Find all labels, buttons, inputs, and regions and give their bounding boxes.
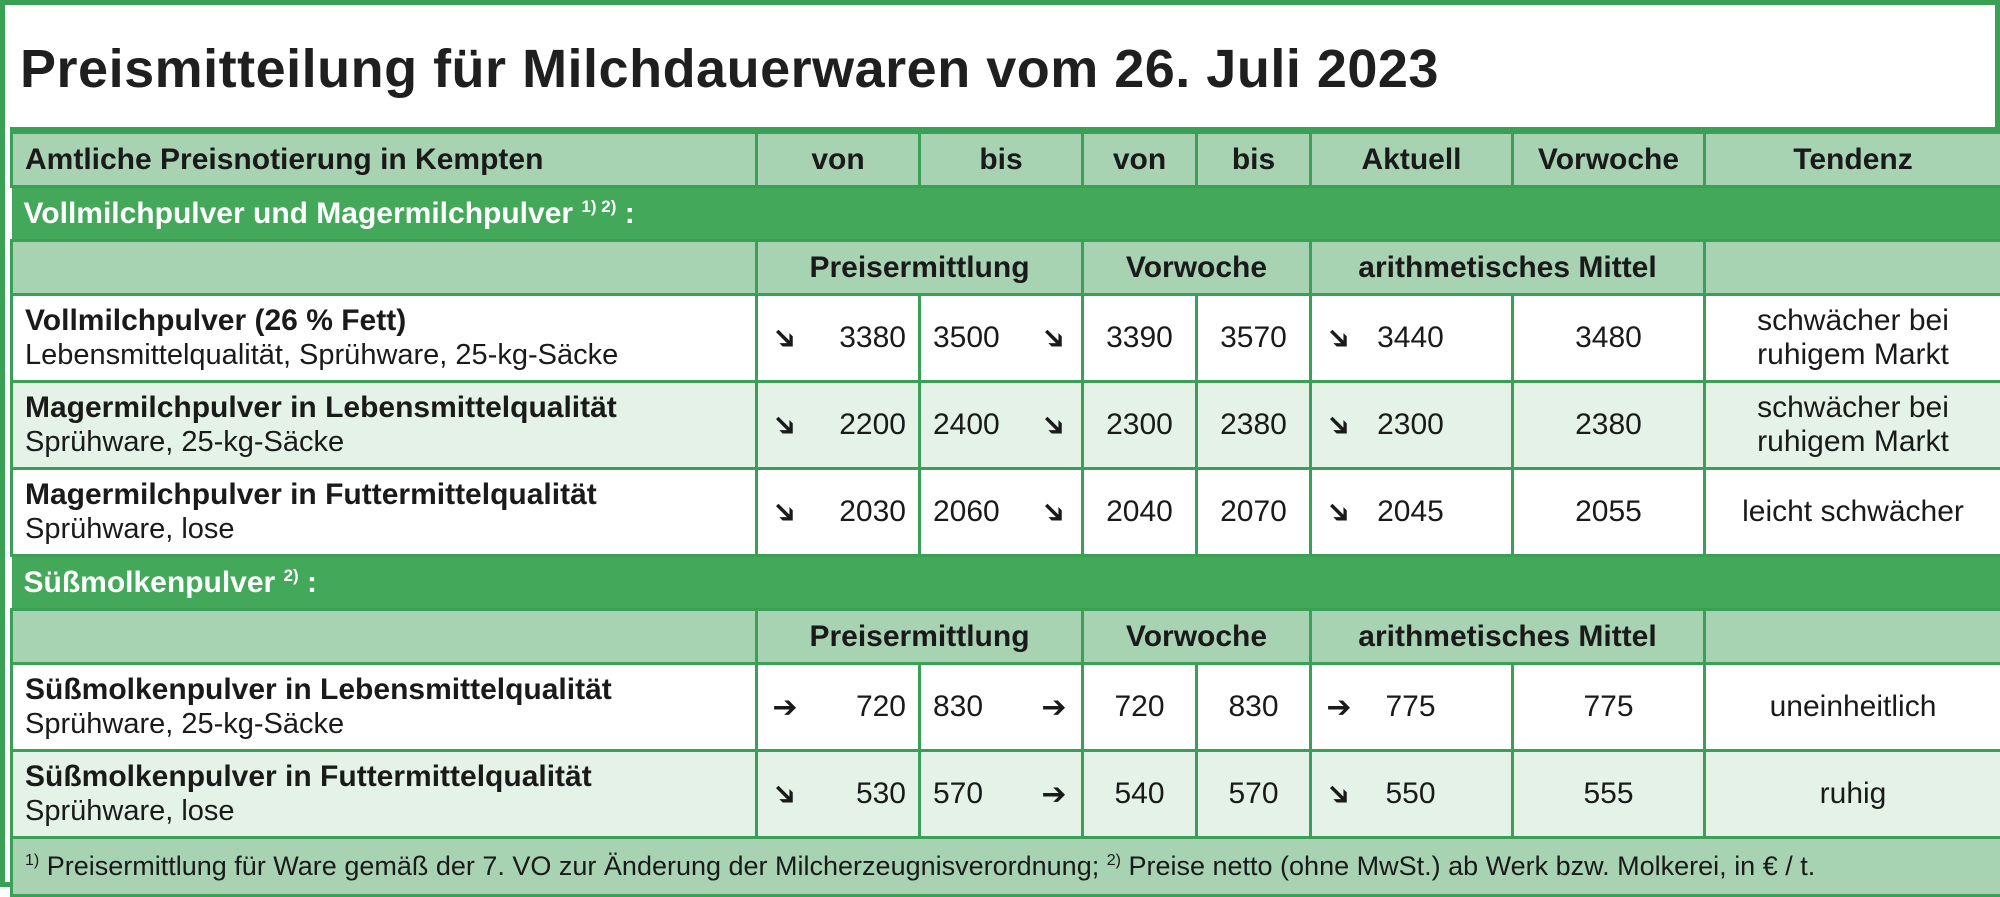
arrow-down-right-icon: ➔ bbox=[1315, 770, 1364, 819]
vorwoche-cell: 555 bbox=[1513, 751, 1705, 838]
arrow-right-icon: ➔ bbox=[1322, 690, 1356, 725]
arrow-down-right-icon: ➔ bbox=[761, 314, 810, 363]
table-row: Magermilchpulver in Lebensmittelqualität… bbox=[12, 382, 2000, 469]
bis-cell: 2060➔ bbox=[920, 469, 1083, 556]
arrow-down-right-icon: ➔ bbox=[1315, 401, 1364, 450]
section-subheader-row: Preisermittlung Vorwoche arithmetisches … bbox=[12, 241, 2000, 295]
subheader-preisermittlung: Preisermittlung bbox=[757, 610, 1083, 664]
table-row: Vollmilchpulver (26 % Fett)Lebensmittelq… bbox=[12, 295, 2000, 382]
arrow-down-right-icon: ➔ bbox=[761, 770, 810, 819]
header-von: von bbox=[757, 133, 920, 187]
subheader-empty bbox=[1705, 241, 2000, 295]
subheader-vorwoche: Vorwoche bbox=[1083, 610, 1311, 664]
von-cell: ➔3380 bbox=[757, 295, 920, 382]
bis-cell: 570➔ bbox=[920, 751, 1083, 838]
product-cell: Magermilchpulver in Futtermittelqualität… bbox=[12, 469, 757, 556]
vorwoche-bis-cell: 830 bbox=[1197, 664, 1311, 751]
product-cell: Magermilchpulver in Lebensmittelqualität… bbox=[12, 382, 757, 469]
section-header: Vollmilchpulver und Magermilchpulver 1) … bbox=[12, 187, 2000, 241]
table-header-row: Amtliche Preisnotierung in Kempten von b… bbox=[12, 133, 2000, 187]
header-aktuell: Aktuell bbox=[1311, 133, 1513, 187]
arrow-down-right-icon: ➔ bbox=[761, 401, 810, 450]
product-cell: Vollmilchpulver (26 % Fett)Lebensmittelq… bbox=[12, 295, 757, 382]
page-title: Preismitteilung für Milchdauerwaren vom … bbox=[10, 10, 2000, 131]
section-title: Vollmilchpulver und Magermilchpulver 1) … bbox=[12, 187, 2000, 241]
section-subheader-row: Preisermittlung Vorwoche arithmetisches … bbox=[12, 610, 2000, 664]
vorwoche-bis-cell: 2380 bbox=[1197, 382, 1311, 469]
arrow-right-icon: ➔ bbox=[768, 690, 802, 725]
arrow-right-icon: ➔ bbox=[1037, 690, 1071, 725]
aktuell-cell: ➔2045 bbox=[1311, 469, 1513, 556]
section-footnote-ref: 2) bbox=[284, 566, 299, 585]
bis-cell: 830➔ bbox=[920, 664, 1083, 751]
subheader-vorwoche: Vorwoche bbox=[1083, 241, 1311, 295]
aktuell-cell: ➔550 bbox=[1311, 751, 1513, 838]
header-bis: bis bbox=[920, 133, 1083, 187]
header-tendenz: Tendenz bbox=[1705, 133, 2000, 187]
tendenz-cell: ruhig bbox=[1705, 751, 2000, 838]
arrow-down-right-icon: ➔ bbox=[1315, 488, 1364, 537]
bis-cell: 3500➔ bbox=[920, 295, 1083, 382]
arrow-down-right-icon: ➔ bbox=[1030, 401, 1079, 450]
subheader-empty bbox=[12, 241, 757, 295]
vorwoche-bis-cell: 3570 bbox=[1197, 295, 1311, 382]
von-cell: ➔2200 bbox=[757, 382, 920, 469]
arrow-down-right-icon: ➔ bbox=[1030, 314, 1079, 363]
vorwoche-cell: 3480 bbox=[1513, 295, 1705, 382]
vorwoche-cell: 2055 bbox=[1513, 469, 1705, 556]
subheader-empty bbox=[1705, 610, 2000, 664]
header-vorwoche: Vorwoche bbox=[1513, 133, 1705, 187]
vorwoche-bis-cell: 2070 bbox=[1197, 469, 1311, 556]
subheader-mittel: arithmetisches Mittel bbox=[1311, 610, 1705, 664]
arrow-down-right-icon: ➔ bbox=[1030, 488, 1079, 537]
section-header: Süßmolkenpulver 2) : bbox=[12, 556, 2000, 610]
arrow-down-right-icon: ➔ bbox=[761, 488, 810, 537]
tendenz-cell: uneinheitlich bbox=[1705, 664, 2000, 751]
tendenz-cell: leicht schwächer bbox=[1705, 469, 2000, 556]
vorwoche-bis-cell: 570 bbox=[1197, 751, 1311, 838]
header-vorwoche-bis: bis bbox=[1197, 133, 1311, 187]
vorwoche-von-cell: 540 bbox=[1083, 751, 1197, 838]
vorwoche-von-cell: 2040 bbox=[1083, 469, 1197, 556]
arrow-right-icon: ➔ bbox=[1037, 777, 1071, 812]
von-cell: ➔720 bbox=[757, 664, 920, 751]
subheader-mittel: arithmetisches Mittel bbox=[1311, 241, 1705, 295]
table-row: Magermilchpulver in Futtermittelqualität… bbox=[12, 469, 2000, 556]
section-title: Süßmolkenpulver 2) : bbox=[12, 556, 2000, 610]
section-footnote-ref: 1) 2) bbox=[581, 197, 616, 216]
aktuell-cell: ➔2300 bbox=[1311, 382, 1513, 469]
aktuell-cell: ➔3440 bbox=[1311, 295, 1513, 382]
arrow-down-right-icon: ➔ bbox=[1315, 314, 1364, 363]
aktuell-cell: ➔775 bbox=[1311, 664, 1513, 751]
header-vorwoche-von: von bbox=[1083, 133, 1197, 187]
vorwoche-von-cell: 3390 bbox=[1083, 295, 1197, 382]
header-label: Amtliche Preisnotierung in Kempten bbox=[12, 133, 757, 187]
vorwoche-cell: 2380 bbox=[1513, 382, 1705, 469]
subheader-empty bbox=[12, 610, 757, 664]
vorwoche-von-cell: 720 bbox=[1083, 664, 1197, 751]
von-cell: ➔2030 bbox=[757, 469, 920, 556]
vorwoche-von-cell: 2300 bbox=[1083, 382, 1197, 469]
price-table: Amtliche Preisnotierung in Kempten von b… bbox=[10, 131, 2000, 897]
vorwoche-cell: 775 bbox=[1513, 664, 1705, 751]
von-cell: ➔530 bbox=[757, 751, 920, 838]
bis-cell: 2400➔ bbox=[920, 382, 1083, 469]
subheader-preisermittlung: Preisermittlung bbox=[757, 241, 1083, 295]
